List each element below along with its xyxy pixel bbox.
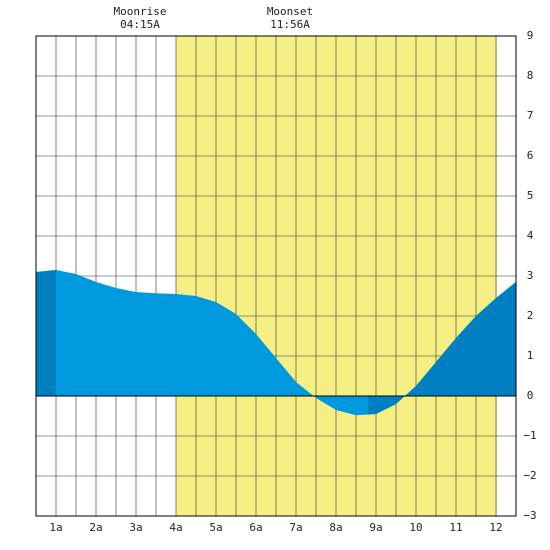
moonrise-label: Moonrise bbox=[114, 5, 167, 18]
y-tick-label: 4 bbox=[527, 229, 534, 242]
moonrise-time: 04:15A bbox=[120, 18, 160, 31]
x-tick-label: 2a bbox=[89, 521, 102, 534]
x-tick-label: 1a bbox=[49, 521, 62, 534]
y-tick-label: 2 bbox=[527, 309, 534, 322]
y-tick-label: 0 bbox=[527, 389, 534, 402]
y-tick-label: 5 bbox=[527, 189, 534, 202]
x-tick-label: 5a bbox=[209, 521, 222, 534]
x-tick-label: 6a bbox=[249, 521, 262, 534]
y-tick-label: −2 bbox=[523, 469, 536, 482]
y-tick-label: 1 bbox=[527, 349, 534, 362]
tide-area bbox=[36, 270, 516, 416]
x-tick-label: 10 bbox=[409, 521, 422, 534]
y-tick-label: 9 bbox=[527, 29, 534, 42]
y-tick-label: 8 bbox=[527, 69, 534, 82]
x-tick-label: 7a bbox=[289, 521, 302, 534]
x-tick-label: 3a bbox=[129, 521, 142, 534]
x-tick-label: 8a bbox=[329, 521, 342, 534]
x-tick-label: 12 bbox=[489, 521, 502, 534]
x-tick-label: 11 bbox=[449, 521, 462, 534]
moonset-label: Moonset bbox=[267, 5, 313, 18]
y-tick-label: 6 bbox=[527, 149, 534, 162]
y-tick-label: 3 bbox=[527, 269, 534, 282]
plot-border bbox=[35, 35, 517, 517]
x-tick-label: 4a bbox=[169, 521, 182, 534]
y-tick-label: −3 bbox=[523, 509, 536, 522]
moonset-time: 11:56A bbox=[270, 18, 310, 31]
y-tick-label: 7 bbox=[527, 109, 534, 122]
night-shade bbox=[36, 270, 56, 416]
x-tick-label: 9a bbox=[369, 521, 382, 534]
y-tick-label: −1 bbox=[523, 429, 536, 442]
